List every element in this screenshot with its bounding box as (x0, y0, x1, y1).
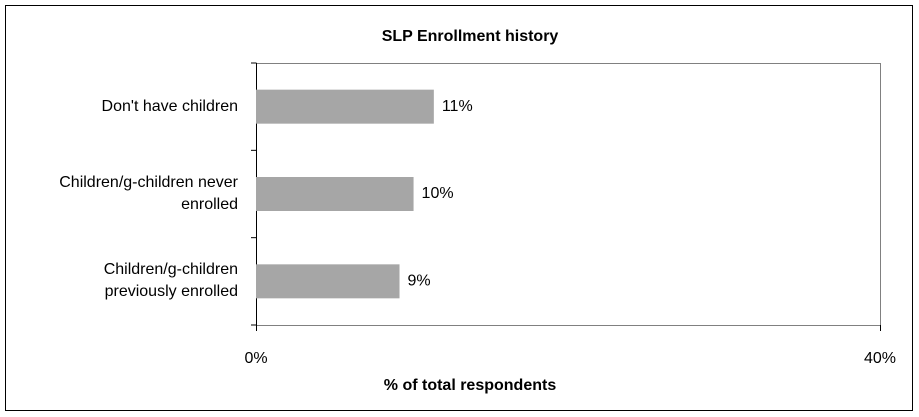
y-tick-label: Don't have children (101, 97, 238, 115)
y-tick-label: Children/g-children never enrolled (59, 174, 238, 213)
bar (256, 177, 414, 211)
chart-frame (5, 5, 913, 411)
bar (256, 89, 434, 124)
y-tick-label: Children/g-children previously enrolled (103, 261, 238, 301)
value-label: 9% (408, 273, 431, 290)
chart-title: SLP Enrollment history (382, 28, 559, 45)
value-label: 10% (422, 185, 454, 202)
x-axis-title: % of total respondents (384, 377, 557, 394)
x-tick-label: 0% (244, 350, 267, 367)
bar (256, 264, 400, 299)
x-tick-label: 40% (864, 350, 896, 367)
value-label: 11% (442, 98, 473, 115)
